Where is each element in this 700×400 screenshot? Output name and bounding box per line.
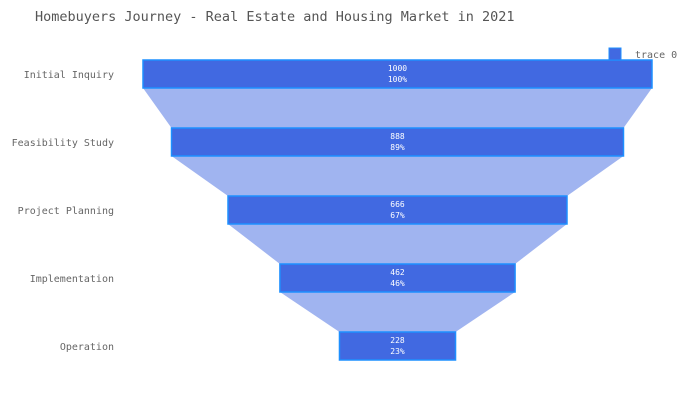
- bar-value-label: 1000: [388, 64, 407, 73]
- legend[interactable]: trace 0: [608, 47, 677, 61]
- funnel-bars: 1000 100% 888 89% 666 67% 462 46% 228 23%: [142, 59, 653, 361]
- bar-value-label: 462: [390, 268, 405, 277]
- funnel-connectors: [143, 88, 652, 332]
- bar-percent-label: 46%: [390, 279, 405, 288]
- y-axis-labels: Initial Inquiry Feasibility Study Project …: [12, 70, 114, 353]
- y-tick-label: Operation: [60, 342, 114, 353]
- bar-value-label: 666: [390, 200, 405, 209]
- bar-percent-label: 23%: [390, 347, 405, 356]
- bar-value-label: 228: [390, 336, 405, 345]
- bar-percent-label: 100%: [388, 75, 407, 84]
- bar-value-label: 888: [390, 132, 405, 141]
- funnel-connector: [279, 292, 516, 332]
- legend-label[interactable]: trace 0: [635, 50, 677, 61]
- funnel-connector: [228, 224, 567, 264]
- y-tick-label: Feasibility Study: [12, 138, 114, 149]
- legend-swatch[interactable]: [608, 47, 622, 61]
- funnel-bar[interactable]: [142, 59, 653, 89]
- y-tick-label: Project Planning: [18, 206, 114, 217]
- chart-title: Homebuyers Journey - Real Estate and Hou…: [35, 9, 515, 25]
- funnel-connector: [171, 156, 624, 196]
- y-tick-label: Implementation: [30, 274, 114, 285]
- bar-percent-label: 67%: [390, 211, 405, 220]
- funnel-connector: [143, 88, 652, 128]
- funnel-bar[interactable]: [338, 331, 457, 361]
- funnel-bar[interactable]: [227, 195, 568, 225]
- funnel-bar[interactable]: [170, 127, 625, 157]
- bar-percent-label: 89%: [390, 143, 405, 152]
- funnel-bar[interactable]: [279, 263, 516, 293]
- y-tick-label: Initial Inquiry: [24, 70, 114, 81]
